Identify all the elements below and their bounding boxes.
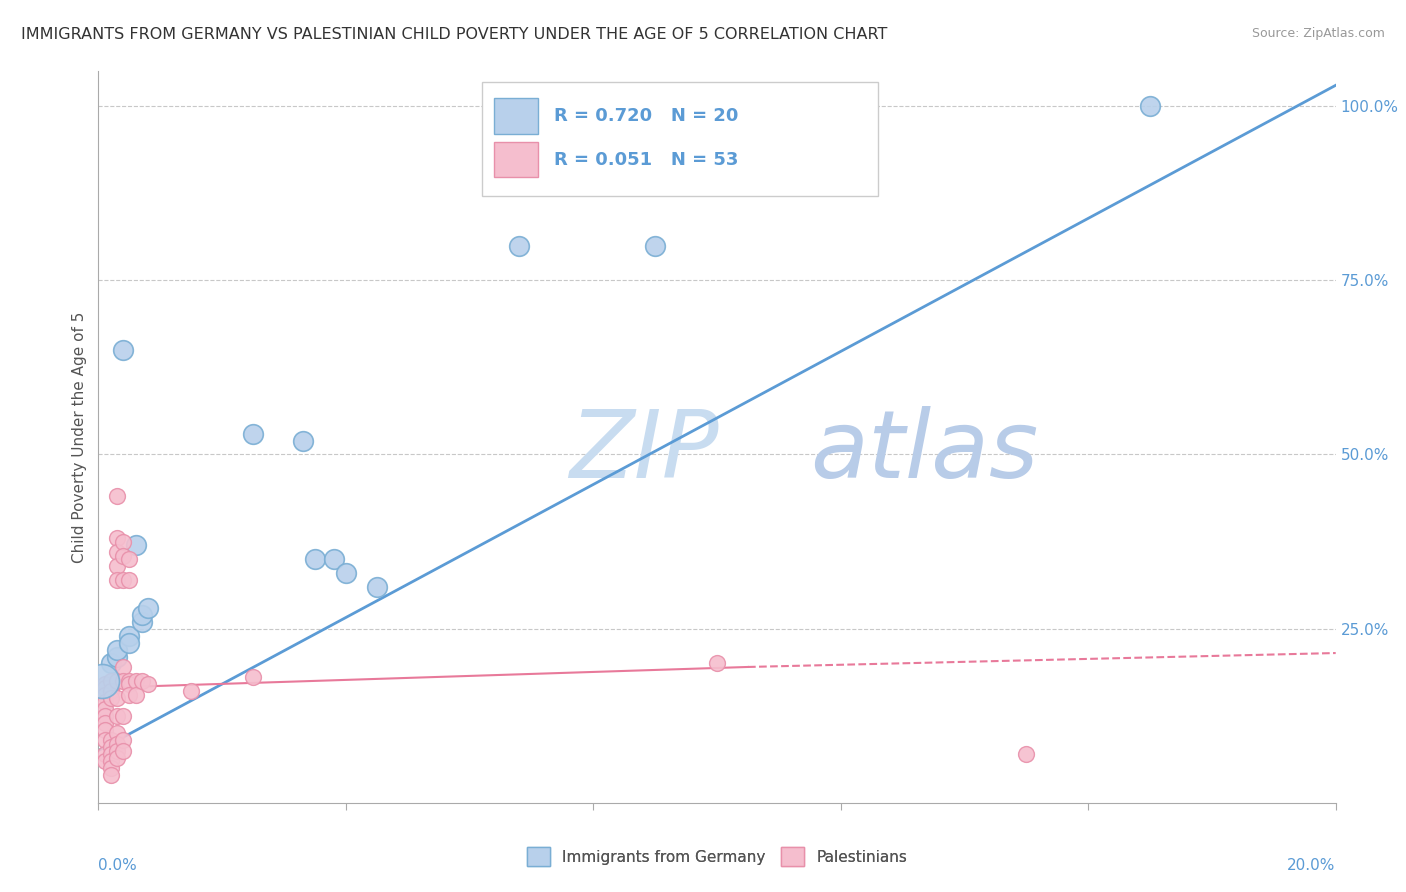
Point (100, 740, 122, 755)
Point (100, 754, 122, 768)
Text: Source: ZipAtlas.com: Source: ZipAtlas.com (1251, 27, 1385, 40)
Point (105, 531, 128, 545)
Text: R = 0.051   N = 53: R = 0.051 N = 53 (554, 151, 738, 169)
Point (124, 688, 146, 702)
Point (93, 747, 115, 761)
Point (118, 688, 141, 702)
Point (242, 670, 264, 684)
Point (118, 677, 141, 691)
Point (118, 635, 141, 649)
Text: 0.0%: 0.0% (98, 858, 138, 872)
Point (644, 238, 666, 252)
Point (124, 673, 146, 688)
Point (100, 747, 122, 761)
Point (93, 754, 115, 768)
Point (112, 534, 135, 549)
Point (93, 681, 115, 695)
Point (105, 545, 128, 559)
Point (131, 673, 153, 688)
Point (366, 580, 388, 594)
Point (105, 708, 128, 723)
Point (118, 673, 141, 688)
Text: 20.0%: 20.0% (1288, 858, 1336, 872)
FancyBboxPatch shape (495, 143, 537, 178)
Point (100, 673, 122, 688)
Point (118, 573, 141, 587)
Point (93, 702, 115, 716)
Point (105, 649, 128, 664)
Legend: Immigrants from Germany, Palestinians: Immigrants from Germany, Palestinians (522, 841, 912, 872)
Point (90, 673, 112, 688)
Point (100, 761, 122, 775)
Point (180, 684, 202, 698)
Point (131, 615, 153, 629)
Point (112, 343, 135, 357)
Point (112, 743, 135, 757)
Point (112, 733, 135, 747)
Point (93, 688, 115, 702)
Point (112, 673, 135, 688)
Point (1015, 747, 1038, 761)
Point (105, 573, 128, 587)
Point (291, 434, 314, 448)
Point (93, 723, 115, 737)
Point (335, 566, 357, 580)
Point (112, 708, 135, 723)
Point (105, 642, 128, 657)
Point (100, 691, 122, 706)
Point (706, 99, 728, 113)
Text: ZIP: ZIP (568, 406, 718, 497)
Point (105, 673, 128, 688)
Y-axis label: Child Poverty Under the Age of 5: Child Poverty Under the Age of 5 (72, 311, 87, 563)
Point (93, 677, 115, 691)
Point (105, 489, 128, 503)
Point (100, 768, 122, 782)
Point (136, 600, 159, 615)
FancyBboxPatch shape (482, 82, 877, 195)
Point (304, 552, 326, 566)
Point (118, 629, 141, 643)
Point (118, 552, 141, 566)
Point (93, 695, 115, 709)
Point (136, 677, 159, 691)
Point (100, 657, 122, 671)
Point (706, 657, 728, 671)
Text: R = 0.720   N = 20: R = 0.720 N = 20 (554, 107, 738, 125)
Point (93, 715, 115, 730)
Point (131, 607, 153, 622)
Point (105, 558, 128, 573)
Point (242, 426, 264, 441)
Point (124, 538, 146, 552)
Point (105, 743, 128, 757)
Point (105, 726, 128, 740)
Point (105, 737, 128, 751)
Point (100, 733, 122, 747)
Point (322, 552, 344, 566)
Point (112, 549, 135, 563)
Point (1139, 99, 1161, 113)
Point (93, 733, 115, 747)
Point (112, 660, 135, 674)
Text: IMMIGRANTS FROM GERMANY VS PALESTINIAN CHILD POVERTY UNDER THE AGE OF 5 CORRELAT: IMMIGRANTS FROM GERMANY VS PALESTINIAN C… (21, 27, 887, 42)
Point (93, 708, 115, 723)
Point (100, 684, 122, 698)
FancyBboxPatch shape (495, 98, 537, 134)
Text: atlas: atlas (810, 406, 1038, 497)
Point (105, 750, 128, 764)
Point (112, 573, 135, 587)
Point (508, 238, 530, 252)
Point (105, 691, 128, 706)
